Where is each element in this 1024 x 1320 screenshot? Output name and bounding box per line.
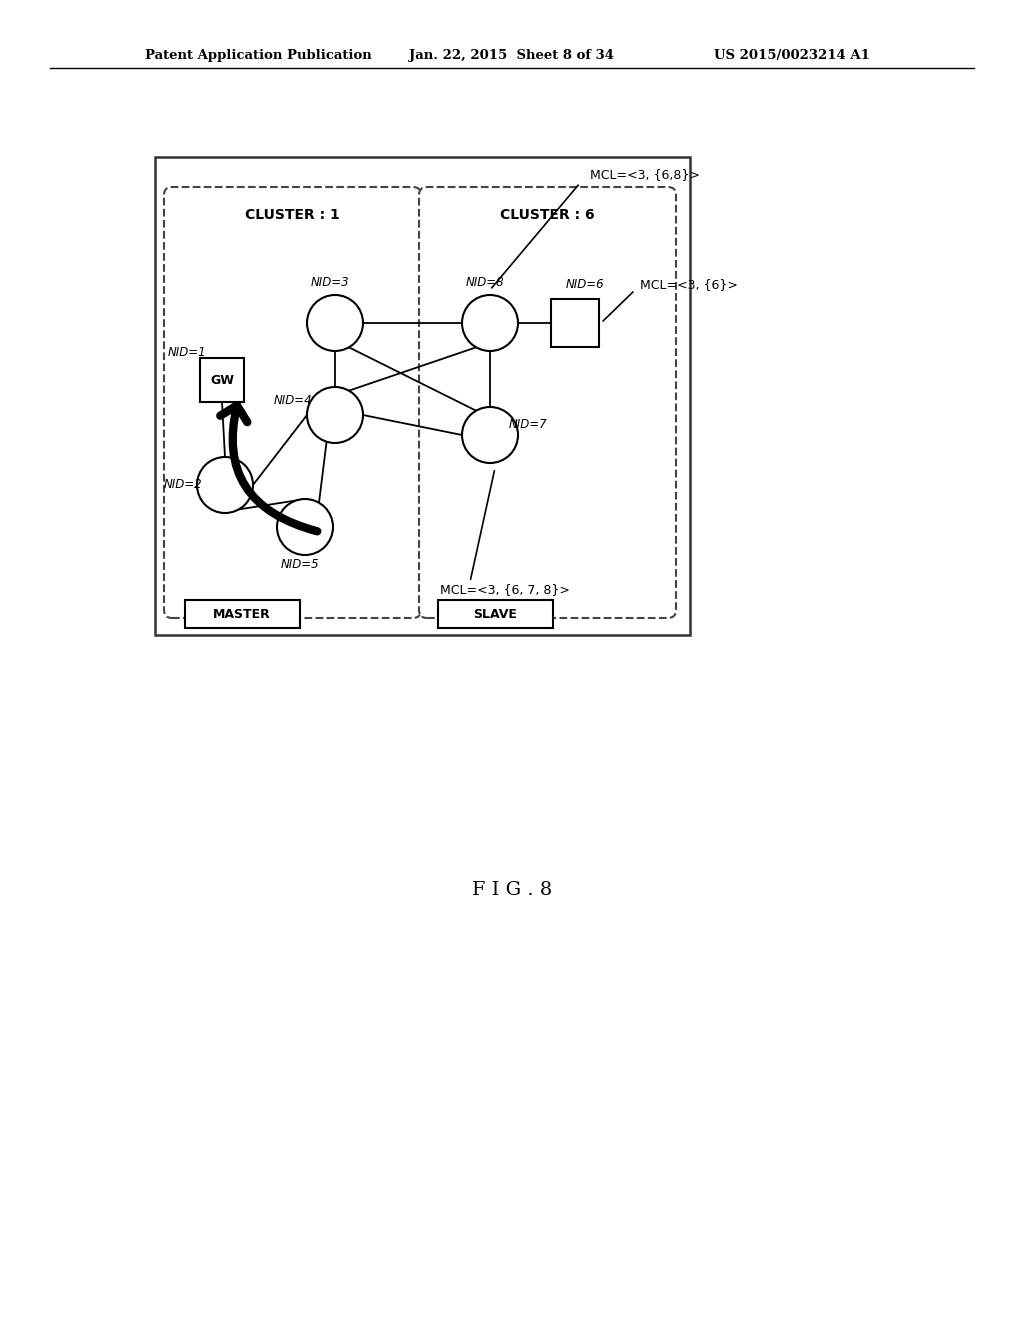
Text: NID=7: NID=7 — [509, 418, 547, 432]
Text: NID=2: NID=2 — [164, 479, 203, 491]
FancyBboxPatch shape — [200, 358, 244, 403]
Text: CLUSTER : 6: CLUSTER : 6 — [500, 209, 595, 222]
Circle shape — [462, 407, 518, 463]
Text: F I G . 8: F I G . 8 — [472, 880, 552, 899]
Circle shape — [462, 294, 518, 351]
Text: Patent Application Publication: Patent Application Publication — [145, 49, 372, 62]
Text: NID=5: NID=5 — [281, 558, 319, 572]
Circle shape — [197, 457, 253, 513]
Circle shape — [307, 387, 362, 444]
FancyBboxPatch shape — [551, 300, 599, 347]
Circle shape — [278, 499, 333, 554]
Text: NID=1: NID=1 — [168, 346, 206, 359]
Text: GW: GW — [210, 374, 234, 387]
FancyBboxPatch shape — [164, 187, 421, 618]
Text: NID=8: NID=8 — [466, 276, 504, 289]
Text: NID=4: NID=4 — [273, 393, 312, 407]
Text: MCL=<3, {6, 7, 8}>: MCL=<3, {6, 7, 8}> — [440, 583, 570, 597]
Text: MCL=<3, {6,8}>: MCL=<3, {6,8}> — [590, 169, 699, 181]
FancyBboxPatch shape — [438, 601, 553, 628]
Text: NID=6: NID=6 — [565, 279, 604, 292]
FancyBboxPatch shape — [185, 601, 300, 628]
FancyBboxPatch shape — [419, 187, 676, 618]
Text: SLAVE: SLAVE — [473, 607, 517, 620]
FancyArrowPatch shape — [220, 405, 317, 532]
Text: NID=3: NID=3 — [310, 276, 349, 289]
Text: Jan. 22, 2015  Sheet 8 of 34: Jan. 22, 2015 Sheet 8 of 34 — [410, 49, 614, 62]
Text: CLUSTER : 1: CLUSTER : 1 — [245, 209, 340, 222]
Circle shape — [307, 294, 362, 351]
Text: MASTER: MASTER — [213, 607, 271, 620]
Text: US 2015/0023214 A1: US 2015/0023214 A1 — [714, 49, 870, 62]
Text: MCL=<3, {6}>: MCL=<3, {6}> — [640, 279, 738, 292]
